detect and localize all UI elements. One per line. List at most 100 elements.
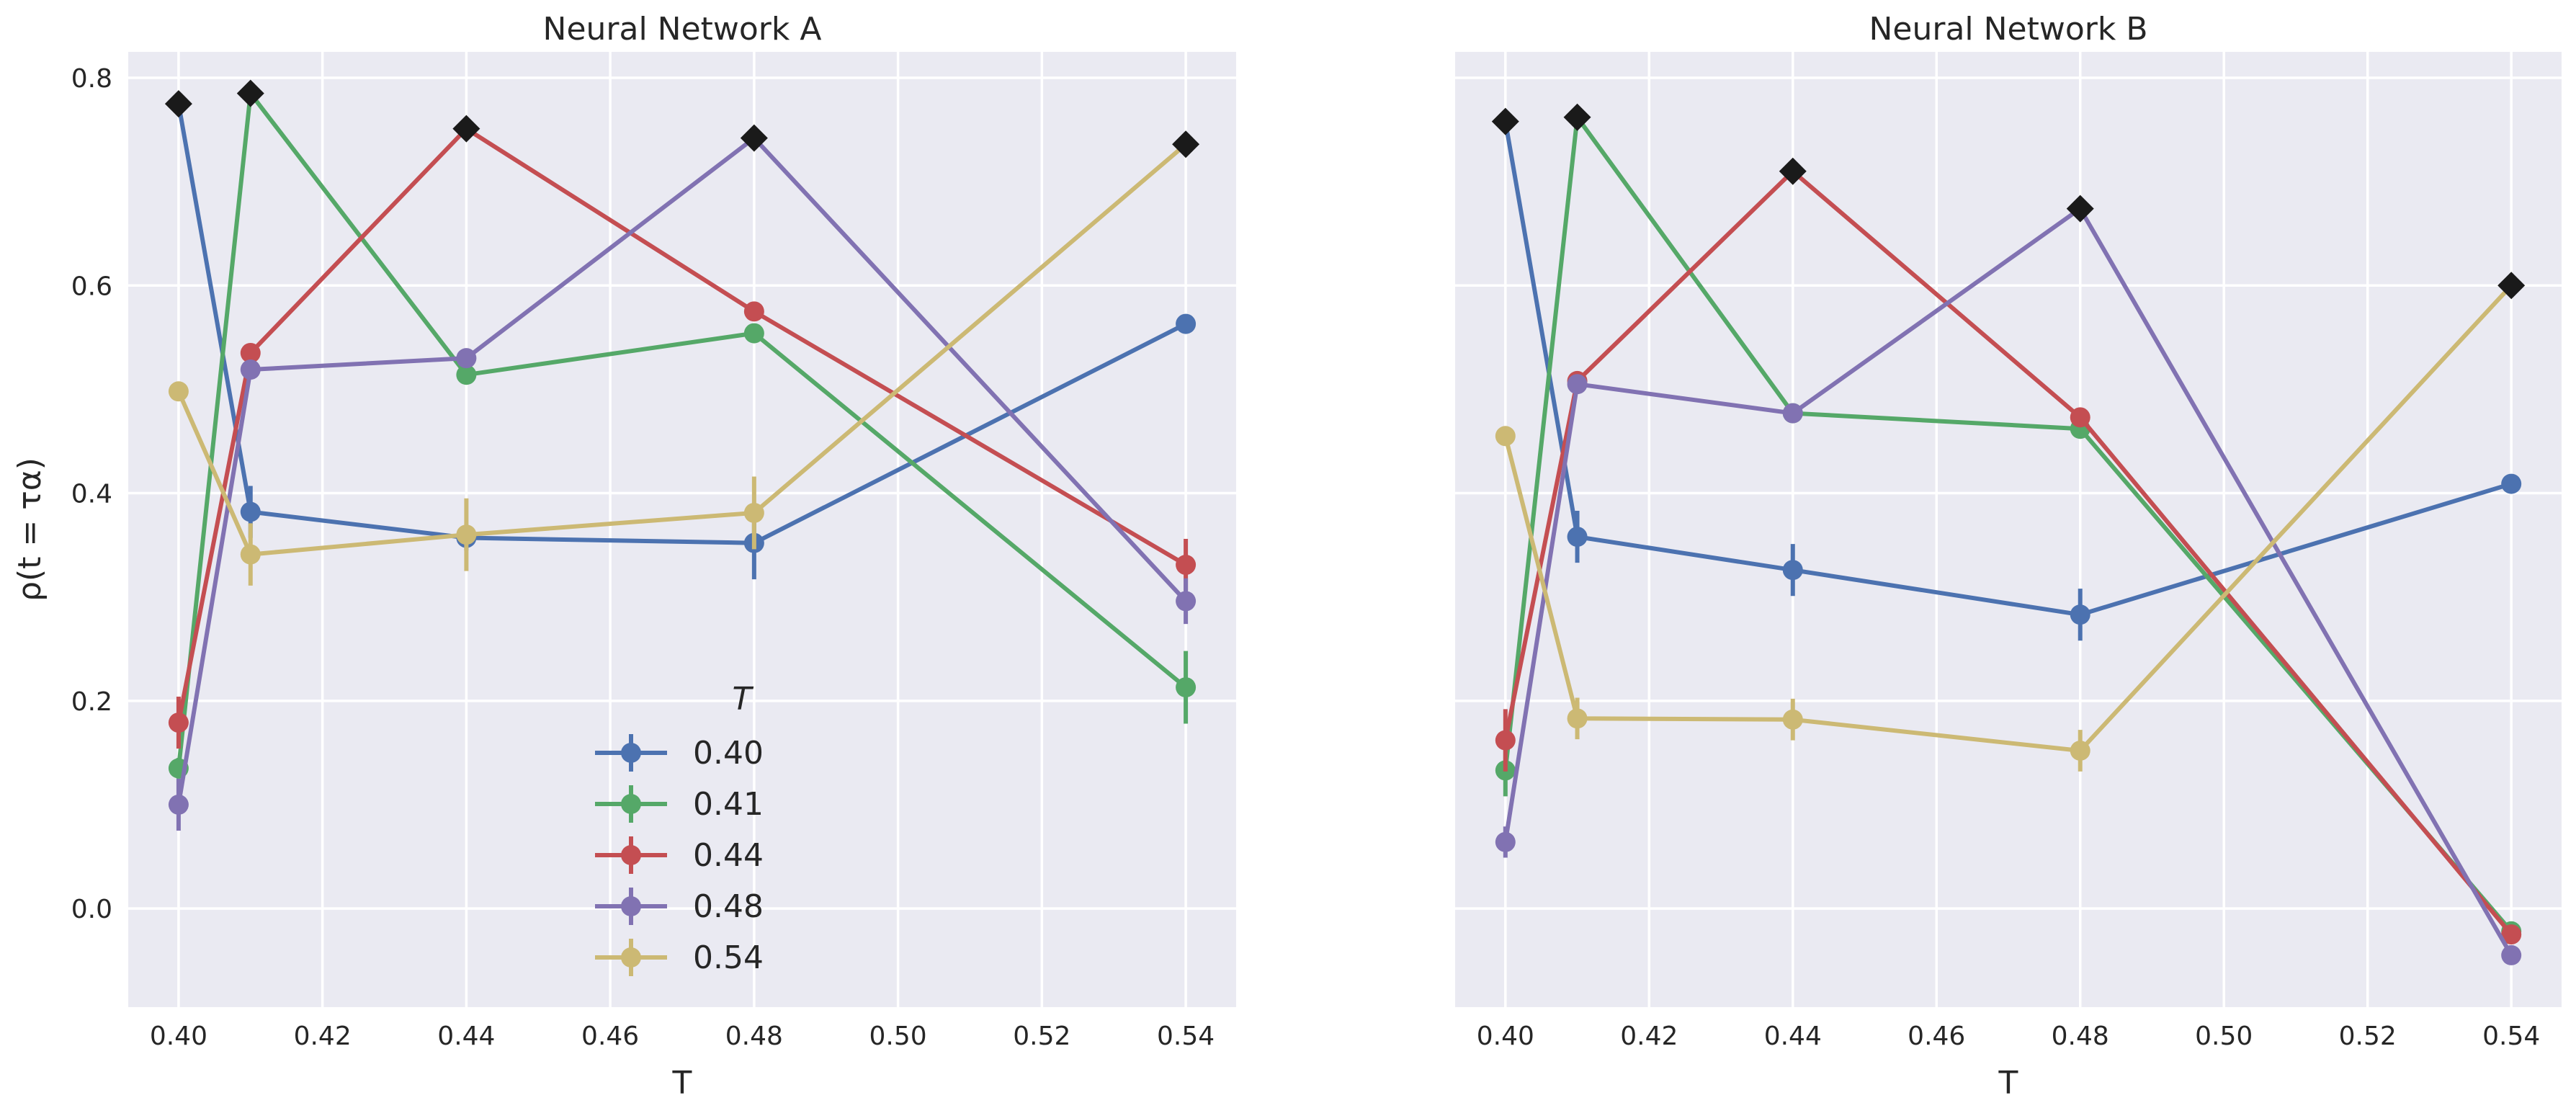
legend-label: 0.44 — [693, 837, 764, 874]
data-point — [1495, 831, 1516, 852]
panel-title-a: Neural Network A — [543, 11, 822, 48]
legend-entries: 0.40 0.41 0.44 0.48 0.54 — [595, 734, 764, 976]
peak-marker — [236, 79, 264, 107]
tick-labels-b: 0.40 0.42 0.44 0.46 0.48 0.50 0.52 0.54 — [1477, 1022, 2541, 1051]
legend-entry-0.44: 0.44 — [595, 836, 764, 874]
data-point — [1176, 591, 1197, 612]
legend-marker — [621, 947, 641, 968]
legend-label: 0.54 — [693, 939, 764, 976]
peak-marker — [164, 90, 192, 118]
series-0.40 — [1503, 121, 2522, 641]
series-group-a — [164, 79, 1200, 831]
y-tick-label: 0.2 — [71, 687, 112, 717]
x-tick-label: 0.40 — [1477, 1022, 1534, 1051]
data-point — [1567, 527, 1588, 548]
data-point — [743, 323, 764, 344]
legend-marker — [621, 794, 641, 814]
panel-neural-network-b: 0.40 0.42 0.44 0.46 0.48 0.50 0.52 0.54 Neural … — [1455, 11, 2562, 1102]
peak-marker — [452, 115, 480, 143]
peak-marker — [1491, 107, 1519, 135]
data-point — [2501, 944, 2522, 965]
x-tick-label: 0.46 — [1908, 1022, 1965, 1051]
x-tick-label: 0.54 — [1157, 1022, 1215, 1051]
data-point — [1782, 560, 1803, 581]
panel-title-b: Neural Network B — [1869, 11, 2147, 48]
data-point — [1782, 403, 1803, 424]
x-tick-label: 0.42 — [294, 1022, 352, 1051]
peak-markers — [164, 79, 1200, 158]
data-point — [1176, 677, 1197, 698]
grid-b — [1455, 52, 2562, 1007]
data-point — [456, 348, 477, 369]
data-point — [456, 524, 477, 545]
y-tick-label: 0.6 — [71, 272, 112, 301]
data-point — [456, 365, 477, 385]
peak-marker — [2497, 272, 2526, 300]
legend-marker — [621, 896, 641, 916]
y-axis-label: ρ(t = τα) — [12, 457, 48, 602]
data-point — [2070, 407, 2090, 428]
peak-marker — [2066, 195, 2094, 223]
data-point — [168, 381, 189, 402]
data-point — [2070, 740, 2090, 761]
peak-marker — [1563, 103, 1591, 131]
legend-title: T — [733, 681, 754, 718]
x-tick-label: 0.42 — [1620, 1022, 1678, 1051]
x-tick-label: 0.48 — [725, 1022, 783, 1051]
data-point — [743, 502, 764, 523]
data-point — [240, 359, 261, 380]
data-point — [1495, 730, 1516, 751]
series-0.54 — [1495, 284, 2513, 772]
data-point — [240, 501, 261, 522]
legend-label: 0.40 — [693, 735, 764, 772]
x-tick-label: 0.52 — [1013, 1022, 1070, 1051]
data-point — [1782, 709, 1803, 730]
legend-label: 0.48 — [693, 888, 764, 925]
data-point — [240, 342, 261, 363]
data-point — [1176, 313, 1197, 334]
legend-marker — [621, 845, 641, 865]
series-0.48 — [1495, 206, 2522, 965]
x-tick-label: 0.54 — [2482, 1022, 2540, 1051]
peak-marker — [1172, 130, 1200, 158]
panel-neural-network-a: 0.40 0.42 0.44 0.46 0.48 0.50 0.52 0.54 0.0 0.2 0.… — [12, 11, 1236, 1102]
series-group-b — [1491, 103, 2526, 965]
x-axis-label-a: T — [672, 1065, 692, 1102]
data-point — [2070, 604, 2090, 625]
x-tick-label: 0.46 — [581, 1022, 639, 1051]
plot-area-a — [128, 52, 1236, 1007]
x-tick-label: 0.44 — [1764, 1022, 1822, 1051]
peak-markers — [1491, 103, 2526, 300]
data-point — [2501, 473, 2522, 494]
legend: T 0.40 0.41 0.44 0.48 0.54 — [595, 681, 764, 976]
legend-marker — [621, 743, 641, 763]
plot-area-b — [1455, 52, 2562, 1007]
tick-labels-a: 0.40 0.42 0.44 0.46 0.48 0.50 0.52 0.54 0.0 0.2 0.… — [71, 64, 1215, 1051]
data-point — [2501, 924, 2522, 945]
peak-marker — [740, 124, 768, 152]
x-tick-label: 0.40 — [150, 1022, 207, 1051]
x-tick-label: 0.50 — [2195, 1022, 2253, 1051]
data-point — [1567, 374, 1588, 395]
x-axis-label-b: T — [1998, 1065, 2018, 1102]
y-tick-label: 0.8 — [71, 64, 112, 94]
data-point — [168, 794, 189, 815]
x-tick-label: 0.52 — [2339, 1022, 2397, 1051]
x-tick-label: 0.44 — [437, 1022, 495, 1051]
series-0.54 — [168, 143, 1188, 586]
legend-entry-0.40: 0.40 — [595, 734, 764, 772]
legend-label: 0.41 — [693, 786, 764, 823]
legend-entry-0.41: 0.41 — [595, 785, 764, 823]
data-point — [240, 544, 261, 565]
y-tick-label: 0.4 — [71, 480, 112, 509]
data-point — [743, 301, 764, 322]
series-0.48 — [168, 135, 1197, 831]
peak-marker — [1779, 157, 1807, 185]
data-point — [168, 712, 189, 733]
data-point — [1567, 708, 1588, 729]
data-point — [1176, 555, 1197, 576]
x-tick-label: 0.48 — [2052, 1022, 2109, 1051]
y-tick-label: 0.0 — [71, 895, 112, 924]
legend-entry-0.48: 0.48 — [595, 888, 764, 925]
